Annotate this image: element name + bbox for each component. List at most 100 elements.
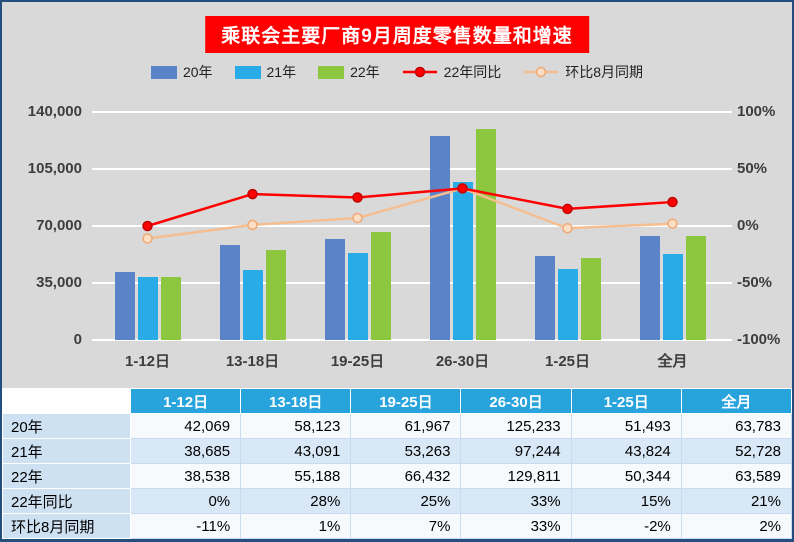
- value-cell: 28%: [240, 488, 352, 514]
- legend-item-21年: 21年: [234, 62, 297, 82]
- value-cell: 63,783: [680, 413, 792, 439]
- table-header-row: 1-12日 13-18日 19-25日 26-30日 1-25日 全月: [2, 388, 792, 414]
- grid-line: [92, 168, 732, 170]
- table-row: 环比8月同期 -11% 1% 7% 33% -2% 2%: [2, 513, 792, 539]
- y-axis-tick-left: 105,000: [27, 160, 82, 177]
- value-cell: 15%: [570, 488, 682, 514]
- value-cell: 1%: [240, 513, 352, 539]
- grid-line: [92, 111, 732, 113]
- value-cell: 55,188: [240, 463, 352, 489]
- y-axis-tick-right: -50%: [737, 274, 773, 291]
- grid-line: [92, 225, 732, 227]
- y-axis-tick-right: 0%: [737, 217, 759, 234]
- bar-22年: [580, 258, 601, 340]
- table-header-cell: 13-18日: [240, 388, 352, 414]
- value-cell: -2%: [570, 513, 682, 539]
- legend-item-20年: 20年: [150, 62, 213, 82]
- value-cell: 63,589: [680, 463, 792, 489]
- value-cell: 51,493: [570, 413, 682, 439]
- grid-line: [92, 339, 732, 341]
- bar-21年: [347, 253, 368, 340]
- bar-22年: [265, 250, 286, 340]
- table-row: 20年 42,069 58,123 61,967 125,233 51,493 63,783: [2, 413, 792, 439]
- bar-20年: [114, 271, 135, 340]
- legend-bar-swatch-icon: [234, 65, 261, 79]
- bar-20年: [219, 245, 240, 340]
- value-cell: -11%: [129, 513, 242, 539]
- x-axis-label: 全月: [657, 353, 688, 370]
- table-row: 21年 38,685 43,091 53,263 97,244 43,824 52,728: [2, 438, 792, 464]
- value-cell: 38,685: [129, 438, 242, 464]
- table-header-cell: 26-30日: [460, 388, 572, 414]
- bar-22年: [370, 231, 391, 340]
- value-cell: 53,263: [350, 438, 462, 464]
- y-axis-tick-right: -100%: [737, 331, 781, 348]
- value-cell: 50,344: [570, 463, 682, 489]
- bar-22年: [160, 277, 181, 340]
- table-header-cell: 19-25日: [350, 388, 462, 414]
- bar-22年: [475, 128, 496, 340]
- table-row: 22年同比 0% 28% 25% 33% 15% 21%: [2, 488, 792, 514]
- value-cell: 43,824: [570, 438, 682, 464]
- legend-label: 20年: [182, 64, 213, 80]
- legend-bar-swatch-icon: [150, 65, 177, 79]
- row-label-cell: 21年: [2, 438, 131, 464]
- chart-area: 乘联会主要厂商9月周度零售数量和增速 20年 21年 22年 22年同比 环比8月同期 …: [2, 2, 792, 388]
- y-axis-tick-left: 0: [73, 331, 82, 348]
- chart-legend: 20年 21年 22年 22年同比 环比8月同期: [2, 60, 792, 84]
- table-row: 22年 38,538 55,188 66,432 129,811 50,344 63,589: [2, 463, 792, 489]
- x-axis-label: 13-18日: [225, 353, 280, 370]
- value-cell: 25%: [350, 488, 462, 514]
- legend-bar-swatch-icon: [318, 65, 345, 79]
- value-cell: 0%: [129, 488, 242, 514]
- x-axis-label: 19-25日: [330, 353, 385, 370]
- bar-22年: [685, 236, 706, 340]
- line-marker: [352, 212, 363, 224]
- table-header-cell: 1-12日: [129, 388, 242, 414]
- value-cell: 61,967: [350, 413, 462, 439]
- value-cell: 129,811: [460, 463, 572, 489]
- line-marker: [562, 203, 573, 215]
- value-cell: 43,091: [240, 438, 352, 464]
- y-axis-tick-left: 35,000: [36, 274, 82, 291]
- legend-label: 21年: [266, 64, 297, 80]
- x-axis-label: 1-25日: [544, 353, 591, 370]
- bar-21年: [137, 277, 158, 340]
- value-cell: 52,728: [680, 438, 792, 464]
- bar-20年: [534, 256, 555, 340]
- legend-label: 22年同比: [443, 64, 502, 80]
- y-axis-tick-right: 50%: [737, 160, 768, 177]
- bar-20年: [429, 136, 450, 340]
- table-header-cell: 1-25日: [570, 388, 682, 414]
- legend-label: 环比8月同期: [565, 64, 644, 80]
- value-cell: 97,244: [460, 438, 572, 464]
- chart-title: 乘联会主要厂商9月周度零售数量和增速: [205, 16, 589, 53]
- data-table: 1-12日 13-18日 19-25日 26-30日 1-25日 全月 20年 42,069 5…: [2, 388, 792, 539]
- legend-label: 22年: [350, 64, 380, 80]
- value-cell: 66,432: [350, 463, 462, 489]
- y-axis-tick-left: 70,000: [36, 217, 82, 234]
- line-marker: [667, 196, 678, 208]
- row-label-cell: 22年: [2, 463, 131, 489]
- x-axis-label: 1-12日: [124, 353, 171, 370]
- row-label-cell: 22年同比: [2, 488, 131, 514]
- line-marker: [352, 192, 363, 203]
- value-cell: 125,233: [460, 413, 572, 439]
- legend-line-swatch-icon: [402, 66, 437, 78]
- value-cell: 21%: [680, 488, 792, 514]
- value-cell: 38,538: [129, 463, 242, 489]
- bar-20年: [324, 239, 345, 340]
- value-cell: 42,069: [129, 413, 242, 439]
- value-cell: 58,123: [240, 413, 352, 439]
- bar-21年: [557, 268, 578, 340]
- row-label-cell: 环比8月同期: [2, 513, 131, 539]
- line-marker: [142, 233, 153, 244]
- table-corner-cell: [2, 388, 131, 414]
- table-header-cell: 全月: [680, 388, 792, 414]
- legend-item-22年同比: 22年同比: [402, 62, 502, 82]
- row-label-cell: 20年: [2, 413, 131, 439]
- bar-21年: [662, 254, 683, 340]
- legend-item-环比8月同期: 环比8月同期: [523, 62, 643, 82]
- bar-21年: [452, 181, 473, 340]
